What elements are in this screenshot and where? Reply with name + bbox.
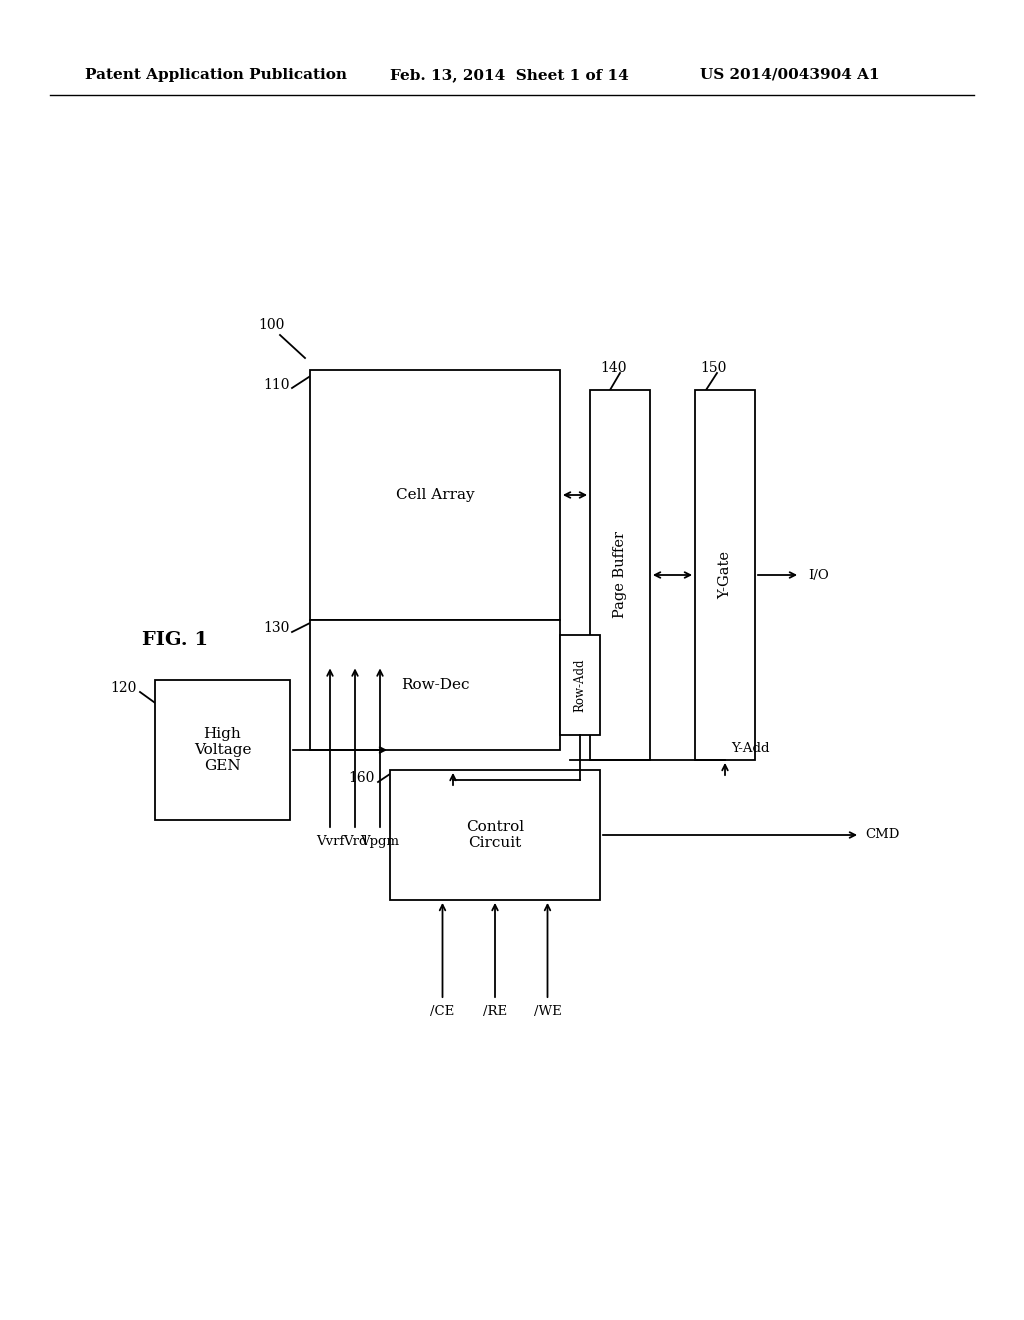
Text: Vvrf: Vvrf <box>315 836 344 847</box>
Text: 130: 130 <box>263 620 290 635</box>
Text: /WE: /WE <box>534 1005 561 1018</box>
Text: Feb. 13, 2014  Sheet 1 of 14: Feb. 13, 2014 Sheet 1 of 14 <box>390 69 629 82</box>
Text: Page Buffer: Page Buffer <box>613 532 627 619</box>
Text: FIG. 1: FIG. 1 <box>142 631 208 649</box>
Text: 160: 160 <box>348 771 375 785</box>
Text: CMD: CMD <box>865 829 899 842</box>
Text: Y-Add: Y-Add <box>731 742 769 755</box>
Bar <box>590 389 650 760</box>
Text: Row-Add: Row-Add <box>573 659 587 711</box>
Bar <box>310 370 560 620</box>
Text: 110: 110 <box>263 378 290 392</box>
Text: 120: 120 <box>111 681 137 696</box>
Text: Y-Gate: Y-Gate <box>718 550 732 599</box>
Text: Row-Dec: Row-Dec <box>400 678 469 692</box>
Bar <box>695 389 755 760</box>
Bar <box>560 635 600 735</box>
Text: Cell Array: Cell Array <box>395 488 474 502</box>
Text: 100: 100 <box>258 318 285 333</box>
Text: High
Voltage
GEN: High Voltage GEN <box>194 727 251 774</box>
Text: I/O: I/O <box>808 569 828 582</box>
Text: Patent Application Publication: Patent Application Publication <box>85 69 347 82</box>
Bar <box>390 770 600 900</box>
Text: 140: 140 <box>600 360 627 375</box>
Text: /CE: /CE <box>430 1005 455 1018</box>
Text: /RE: /RE <box>483 1005 507 1018</box>
Text: US 2014/0043904 A1: US 2014/0043904 A1 <box>700 69 880 82</box>
Bar <box>310 620 560 750</box>
Text: Vpgm: Vpgm <box>360 836 399 847</box>
Text: Control
Circuit: Control Circuit <box>466 820 524 850</box>
Bar <box>155 680 290 820</box>
Text: 150: 150 <box>700 360 726 375</box>
Text: Vrd: Vrd <box>343 836 368 847</box>
